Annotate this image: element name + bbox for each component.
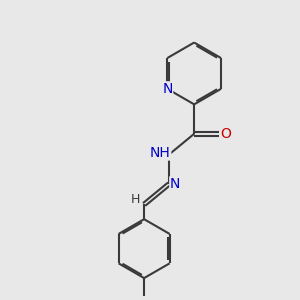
Text: H: H [131, 193, 141, 206]
Text: N: N [170, 177, 180, 191]
Text: N: N [162, 82, 172, 96]
Text: NH: NH [150, 146, 171, 160]
Text: O: O [220, 127, 231, 141]
